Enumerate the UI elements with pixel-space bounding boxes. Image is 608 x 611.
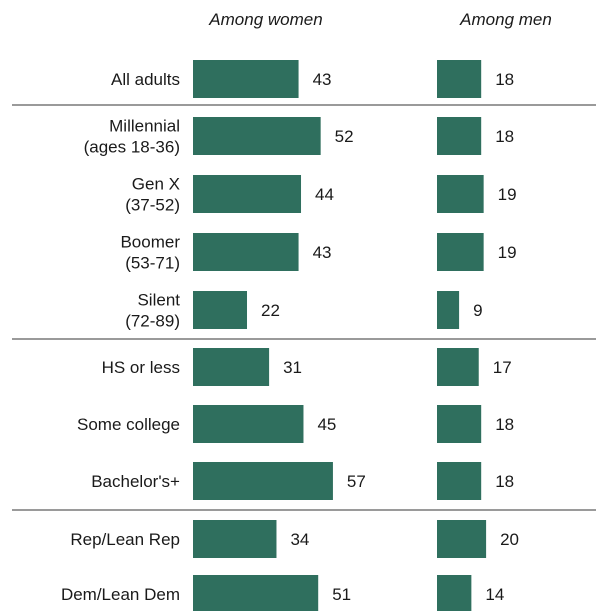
women-value-label: 43 <box>313 243 332 262</box>
category-label: Some college <box>77 415 180 434</box>
men-bar <box>437 233 484 271</box>
men-bar <box>437 575 472 611</box>
women-bar <box>193 175 302 213</box>
men-panel-title: Among men <box>460 10 552 29</box>
women-value-label: 43 <box>313 70 332 89</box>
women-bar <box>193 60 299 98</box>
women-value-label: 34 <box>290 530 309 549</box>
men-bar <box>437 60 482 98</box>
men-bar <box>437 405 482 443</box>
category-label: Millennial (ages 18-36) <box>84 116 180 156</box>
category-label: Gen X (37-52) <box>125 174 180 214</box>
women-bar <box>193 117 321 155</box>
category-label: Boomer (53-71) <box>120 232 180 272</box>
men-value-label: 18 <box>495 127 514 146</box>
men-bar <box>437 348 479 386</box>
women-bar <box>193 405 304 443</box>
women-bar <box>193 575 319 611</box>
women-bar <box>193 520 277 558</box>
category-label: HS or less <box>102 358 180 377</box>
men-bar <box>437 520 487 558</box>
men-value-label: 18 <box>495 70 514 89</box>
category-label: Bachelor's+ <box>91 472 180 491</box>
men-value-label: 18 <box>495 472 514 491</box>
men-value-label: 14 <box>485 585 504 604</box>
men-value-label: 19 <box>498 185 517 204</box>
men-bar <box>437 175 484 213</box>
category-label: All adults <box>111 70 180 89</box>
category-label: Rep/Lean Rep <box>70 530 180 549</box>
women-bar <box>193 348 270 386</box>
category-label: Silent (72-89) <box>125 290 180 330</box>
women-value-label: 52 <box>335 127 354 146</box>
men-value-label: 17 <box>493 358 512 377</box>
men-value-label: 9 <box>473 301 482 320</box>
women-value-label: 31 <box>283 358 302 377</box>
women-panel-title: Among women <box>209 10 323 29</box>
women-value-label: 45 <box>317 415 336 434</box>
women-bar <box>193 462 333 500</box>
women-value-label: 51 <box>332 585 351 604</box>
women-value-label: 57 <box>347 472 366 491</box>
men-value-label: 18 <box>495 415 514 434</box>
women-bar <box>193 291 248 329</box>
category-label: Dem/Lean Dem <box>61 585 180 604</box>
men-value-label: 20 <box>500 530 519 549</box>
men-bar <box>437 117 482 155</box>
men-value-label: 19 <box>498 243 517 262</box>
women-value-label: 22 <box>261 301 280 320</box>
men-bar <box>437 291 460 329</box>
women-value-label: 44 <box>315 185 334 204</box>
women-bar <box>193 233 299 271</box>
men-bar <box>437 462 482 500</box>
